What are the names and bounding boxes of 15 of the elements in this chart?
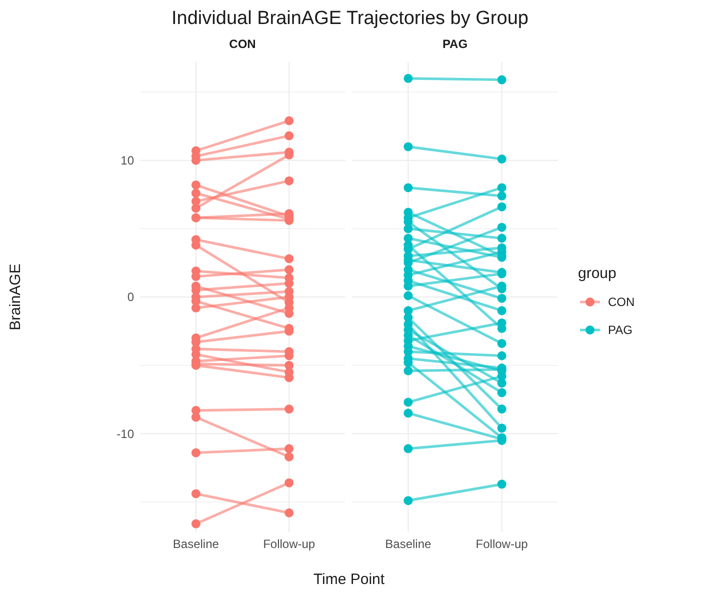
y-tick-label: 0 (127, 290, 134, 304)
x-tick-label: Baseline (385, 537, 432, 551)
x-axis-title: Time Point (313, 571, 386, 588)
legend-label: PAG (608, 323, 632, 338)
legend-label: CON (608, 295, 635, 310)
y-tick-label: 10 (120, 154, 134, 168)
legend-title: group (578, 265, 616, 282)
x-tick-label: Follow-up (476, 537, 528, 551)
chart-subtitle: PAG (442, 37, 468, 51)
y-axis-title: BrainAGE (7, 264, 24, 330)
chart-subtitle: CON (229, 37, 256, 51)
y-tick-label: -10 (116, 426, 134, 441)
chart-title: Individual BrainAGE Trajectories by Group (172, 8, 528, 29)
x-tick-label: Follow-up (263, 537, 316, 551)
x-tick-label: Baseline (172, 537, 220, 551)
